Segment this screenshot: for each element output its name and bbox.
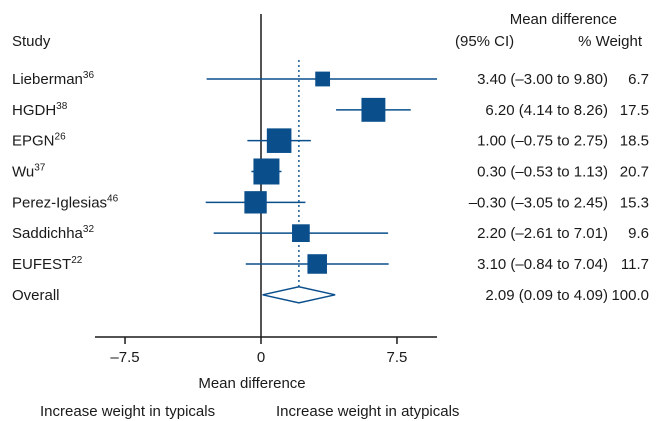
x-tick-label: 7.5 xyxy=(387,349,408,366)
study-ci-text: 6.20 (4.14 to 8.26) xyxy=(485,102,608,119)
ci-column-header: (95% CI) xyxy=(455,33,514,50)
study-name: Wu xyxy=(12,163,34,180)
study-estimate-box xyxy=(315,71,331,87)
x-axis-label: Mean difference xyxy=(198,375,305,392)
study-label: Wu37 xyxy=(12,162,46,180)
plot-marks xyxy=(205,14,437,337)
study-reference: 46 xyxy=(107,193,119,204)
study-rows: Lieberman36 3.40 (–3.00 to 9.80) 6.7 HGDH38… xyxy=(12,70,649,304)
study-name: Perez-Iglesias xyxy=(12,194,107,211)
study-ci-text: 0.30 (–0.53 to 1.13) xyxy=(477,163,608,180)
study-label: EPGN26 xyxy=(12,132,66,150)
study-estimate-box xyxy=(292,224,310,243)
study-label: Perez-Iglesias46 xyxy=(12,193,119,211)
study-estimate-box xyxy=(307,254,327,274)
x-axis: –7.5 0 7.5 xyxy=(95,336,437,366)
study-name: EUFEST xyxy=(12,256,71,273)
left-favours-note: Increase weight in typicals xyxy=(40,403,215,420)
study-weight-text: 20.7 xyxy=(620,163,649,180)
study-reference: 37 xyxy=(34,162,46,173)
study-weight-text: 9.6 xyxy=(628,225,649,242)
x-tick-label: 0 xyxy=(257,349,265,366)
study-weight-text: 15.3 xyxy=(620,194,649,211)
study-ci-text: 3.10 (–0.84 to 7.04) xyxy=(477,256,608,273)
study-weight-text: 18.5 xyxy=(620,133,649,150)
study-reference: 22 xyxy=(71,255,83,266)
study-reference: 38 xyxy=(56,101,68,112)
study-estimate-box xyxy=(361,97,386,122)
overall-label: Overall xyxy=(12,287,60,304)
study-reference: 26 xyxy=(55,132,67,143)
study-weight-text: 11.7 xyxy=(621,256,649,273)
study-ci-text: –0.30 (–3.05 to 2.45) xyxy=(469,194,608,211)
weight-column-header: % Weight xyxy=(578,33,643,50)
study-weight-text: 6.7 xyxy=(628,71,649,88)
study-name: EPGN xyxy=(12,133,55,150)
x-tick-label: –7.5 xyxy=(110,349,139,366)
study-column-header: Study xyxy=(12,33,51,50)
overall-weight-text: 100.0 xyxy=(611,287,649,304)
study-estimate-box xyxy=(253,158,280,185)
study-estimate-box xyxy=(244,191,267,214)
study-reference: 36 xyxy=(83,70,95,81)
right-favours-note: Increase weight in atypicals xyxy=(276,403,459,420)
study-ci-text: 2.20 (–2.61 to 7.01) xyxy=(477,225,608,242)
overall-ci-text: 2.09 (0.09 to 4.09) xyxy=(485,287,608,304)
study-reference: 32 xyxy=(83,224,95,235)
study-label: Lieberman36 xyxy=(12,70,94,88)
study-name: HGDH xyxy=(12,102,56,119)
study-label: HGDH38 xyxy=(12,101,68,119)
study-label: Saddichha32 xyxy=(12,224,94,242)
study-estimate-box xyxy=(266,128,292,153)
study-ci-text: 1.00 (–0.75 to 2.75) xyxy=(477,133,608,150)
study-label: EUFEST22 xyxy=(12,255,83,273)
effect-column-header: Mean difference xyxy=(510,11,617,28)
overall-diamond xyxy=(262,286,336,304)
study-ci-text: 3.40 (–3.00 to 9.80) xyxy=(477,71,608,88)
study-weight-text: 17.5 xyxy=(620,102,649,119)
study-name: Lieberman xyxy=(12,71,83,88)
study-name: Saddichha xyxy=(12,225,84,242)
